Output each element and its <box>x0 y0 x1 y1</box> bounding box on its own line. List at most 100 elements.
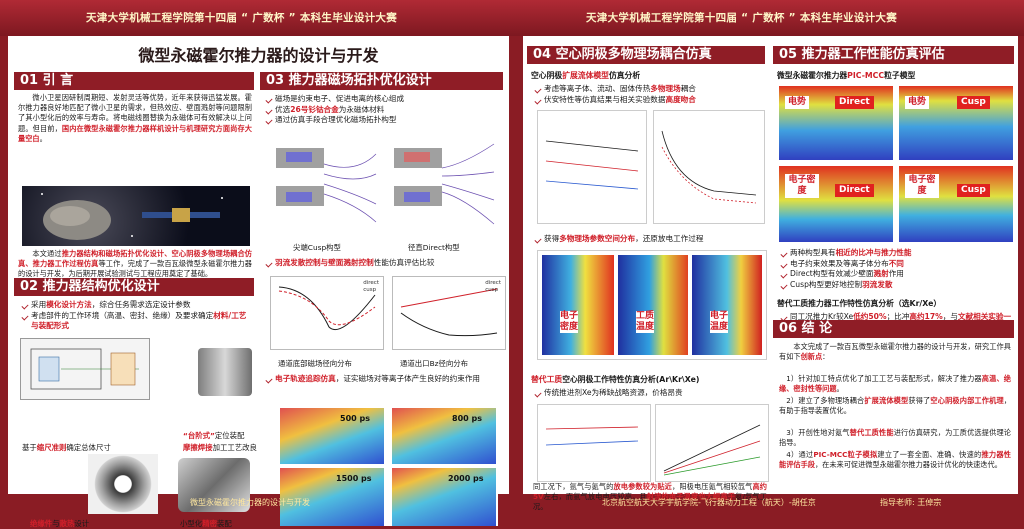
trajectory-800ps <box>392 408 496 464</box>
structure-bullets: 采用模化设计方法，综合任务需求选定设计参数 考虑部件的工作环境（高温、密封、绝缘… <box>20 300 252 332</box>
satellite-image <box>22 186 250 246</box>
direct-field-plot <box>394 134 498 230</box>
magnet-bullet-2: 优选26号钐钴合金为永磁体材料 <box>264 105 502 116</box>
top-banner <box>0 0 1024 36</box>
propellant-conclusion: 同工况下，氩气与氪气的放电参数较为贴近，阳极电压氪气相较氙气高约5V左右，而氩气… <box>533 482 767 512</box>
label-electron-temperature: 电子温度 <box>710 311 729 333</box>
label-density-direct: 电子密度 <box>785 174 819 198</box>
intro-highlight: 国内在微型永磁霍尔推力器样机设计与机理研究方面尚存大量空白 <box>18 123 252 143</box>
section-01-heading: 01 引 言 <box>14 72 254 90</box>
cusp-field-plot <box>276 134 380 230</box>
intro-paragraph-1: 微小卫星因研制周期短、发射灵活等优势，近年来获得迅猛发展。霍尔推力器良好地匹配了… <box>18 93 252 144</box>
plume-bullet: 羽流发散控制与壁面溅射控制性能仿真评估比较 <box>264 258 502 269</box>
satellite-body <box>172 208 190 222</box>
intro-p2-end: 等工作，完成了一款百瓦级微型永磁霍尔推力器的设计与开发，为后期开展试验测试与工程… <box>18 259 252 279</box>
thruster-part-photo <box>198 348 252 396</box>
perf-bullet-3: Direct构型有效减少壁面溅射作用 <box>779 269 1013 280</box>
satellite-illustration-svg <box>41 193 223 240</box>
pic-field-maps: 电势 Direct 电势 Cusp 电子密度 Direct 电子密度 Cusp <box>779 86 1013 242</box>
intro-text: 微小卫星因研制周期短、发射灵活等优势，近年来获得迅猛发展。霍尔推力器良好地匹配了… <box>18 93 252 133</box>
scaling-schematic <box>20 338 150 400</box>
caption-radial: 通道底部磁场径向分布 <box>278 359 352 368</box>
perf-bullet-2: 电子约束效果及等离子体分布不同 <box>779 259 1013 270</box>
footer-advisor: 指导老师: 王倬宗 <box>880 498 942 507</box>
label-cusp-top: Cusp <box>957 96 990 109</box>
cathode-bullet-2: 伏安特性等仿真结果与相关实验数据高度吻合 <box>533 95 767 106</box>
radial-legend: direct cusp <box>363 280 379 293</box>
perf-bullet-4: Cusp构型更好地控制羽流发散 <box>779 280 1013 291</box>
section-03-heading: 03 推力器磁场拓扑优化设计 <box>260 72 503 90</box>
conclusion-4: 4）通过PIC-MCC粒子模拟建立了一套全面、准确、快速的推力器性能评估手段，在… <box>779 450 1011 470</box>
intro-p2-highlight: 推力器结构和磁场拓扑优化设计、空心阴极多物理场耦合仿真、推力器工作过程仿真 <box>18 249 252 269</box>
section-02-heading: 02 推力器结构优化设计 <box>14 278 254 296</box>
cusp-field-svg <box>276 148 377 223</box>
section-05-heading: 05 推力器工作性能仿真评估 <box>773 46 1014 64</box>
label-potential-cusp: 电势 <box>905 96 930 109</box>
trace-bullet: 电子轨迹追踪仿真，证实磁场对等离子体产生良好的约束作用 <box>264 374 502 385</box>
conclusion-3: 3）开创性地对氪气替代工质性能进行仿真研究，为工质优选提供理论指导。 <box>779 428 1011 448</box>
caption-direct: 径直Direct构型 <box>408 243 460 252</box>
xe-bullet: 传统推进剂Xe为稀缺战略资源，价格昂贵 <box>533 388 767 399</box>
perf-bullet-1: 两种构型具有相近的比冲与推力性能 <box>779 248 1013 259</box>
intro-p2-start: 本文通过 <box>32 249 62 258</box>
right-poster-panel: 04 空心阴极多物理场耦合仿真 空心阴极扩展流体模型仿真分析 考虑等离子体、流动… <box>523 36 1018 511</box>
caption-miniature-assembly: 小型化精密装配 <box>180 519 232 528</box>
iv-curve-chart-1 <box>537 110 647 224</box>
label-2000ps: 2000 ps <box>448 474 484 483</box>
kr-xe-subtitle: 替代工质推力器工作特性仿真分析（选Kr/Xe） <box>777 299 942 308</box>
electron-trajectory-grid: 500 ps 800 ps 1500 ps 2000 ps <box>280 408 498 526</box>
exit-bz-chart: direct cusp <box>392 276 506 350</box>
performance-bullets: 两种构型具有相近的比冲与推力性能 电子约束效果及等离子体分布不同 Direct构… <box>779 248 1013 290</box>
label-cusp-bottom: Cusp <box>957 184 990 197</box>
iv-curve-chart-2 <box>653 110 765 224</box>
propellant-chart-2 <box>655 404 769 482</box>
poster-title: 微型永磁霍尔推力器的设计与开发 <box>138 46 379 65</box>
caption-scaling: 基于缩尺准则确定总体尺寸 <box>22 443 111 452</box>
plume-bullet-item: 羽流发散控制与壁面溅射控制性能仿真评估比较 <box>264 258 502 269</box>
radial-field-svg <box>278 286 376 331</box>
direct-field-svg <box>394 143 495 225</box>
label-electron-density: 电子密度 <box>560 311 579 333</box>
caption-step-assembly: “台阶式”定位装配 <box>183 431 245 440</box>
cathode-bullets: 考虑等离子体、流动、固体传热多物理场耦合 伏安特性等仿真结果与相关实验数据高度吻… <box>533 84 767 105</box>
label-1500ps: 1500 ps <box>336 474 372 483</box>
trace-bullet-item: 电子轨迹追踪仿真，证实磁场对等离子体产生良好的约束作用 <box>264 374 502 385</box>
iv-curve-svg-2 <box>661 130 757 204</box>
label-500ps: 500 ps <box>340 414 370 423</box>
label-potential-direct: 电势 <box>785 96 810 109</box>
bz-legend: direct cusp <box>485 280 501 293</box>
structure-bullet-1: 采用模化设计方法，综合任务需求选定设计参数 <box>20 300 252 311</box>
left-poster-panel: 微型永磁霍尔推力器的设计与开发 01 引 言 微小卫星因研制周期短、发射灵活等优… <box>8 36 509 528</box>
event-title-right: 天津大学机械工程学院第十四届 “ 广数杯 ” 本科生毕业设计大赛 <box>586 12 898 24</box>
schematic-svg <box>30 348 139 390</box>
field-distribution-bullet: 获得多物理场参数空间分布，还原放电工作过程 <box>533 234 767 245</box>
cathode-field-maps: 电子密度 工质温度 电子温度 <box>537 250 767 360</box>
caption-friction-weld: 摩擦焊接加工工艺改良 <box>183 443 257 452</box>
density-map <box>542 255 614 355</box>
magnet-bullet-1: 磁场是约束电子、促进电离的核心组成 <box>264 94 502 105</box>
conclusion-intro: 本文完成了一款百瓦微型永磁霍尔推力器的设计与开发，研究工作具有如下创新点： <box>779 342 1011 362</box>
trajectory-500ps <box>280 408 384 464</box>
xe-bullet-item: 传统推进剂Xe为稀缺战略资源，价格昂贵 <box>533 388 767 399</box>
radial-field-chart: direct cusp <box>270 276 384 350</box>
intro-end: 。 <box>39 133 47 143</box>
propellant-chart-1 <box>537 404 651 482</box>
label-direct-bottom: Direct <box>835 184 874 197</box>
cathode-subtitle: 空心阴极扩展流体模型仿真分析 <box>531 71 641 80</box>
event-title-left: 天津大学机械工程学院第十四届 “ 广数杯 ” 本科生毕业设计大赛 <box>86 12 398 24</box>
label-density-cusp: 电子密度 <box>905 174 939 198</box>
iv-curve-svg-1 <box>545 140 639 190</box>
assembly-photo <box>178 458 250 512</box>
propellant-svg-2 <box>663 424 761 476</box>
insulator-ring-photo <box>88 454 158 514</box>
section-06-heading: 06 结 论 <box>773 320 1014 338</box>
gas-temp-map <box>618 255 688 355</box>
magnet-bullet-3: 通过仿真手段合理优化磁场拓扑构型 <box>264 115 502 126</box>
solar-panel-right <box>190 212 220 218</box>
caption-insulator: 绝缘件与散热设计 <box>30 519 90 528</box>
field-distribution-item: 获得多物理场参数空间分布，还原放电工作过程 <box>533 234 767 245</box>
label-gas-temperature: 工质温度 <box>636 311 655 333</box>
label-800ps: 800 ps <box>452 414 482 423</box>
footer-org: 北京航空航天大学宇航学院-飞行器动力工程（航天）-胡任京 <box>602 498 816 507</box>
conclusion-1: 1）针对加工特点优化了加工工艺与装配形式，解决了推力器高温、绝缘、密封性等问题。 <box>779 374 1011 394</box>
